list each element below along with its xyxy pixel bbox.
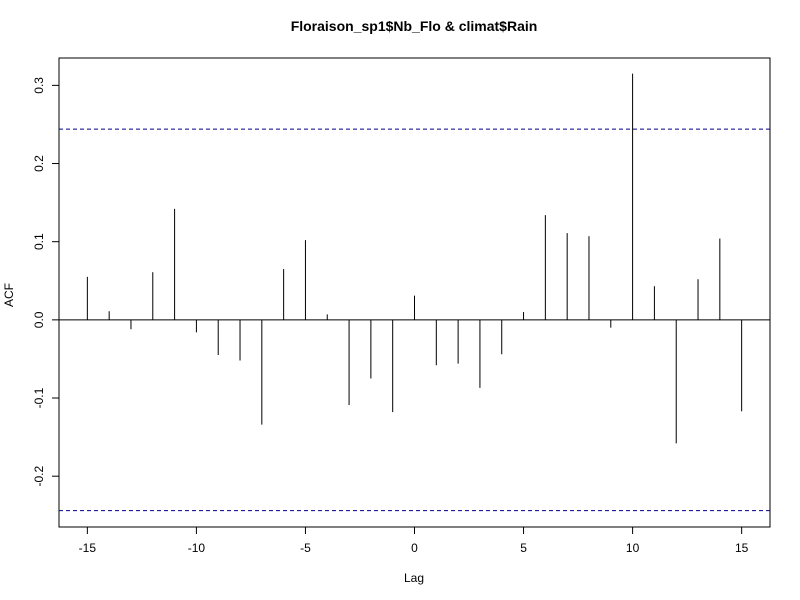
y-tick-label: 0.3 (32, 77, 46, 94)
x-tick-label: 15 (735, 541, 749, 555)
y-tick-label: 0.2 (32, 155, 46, 172)
plot-area: -15 -10 -5 0 5 10 15 -0.2 -0.1 0.0 0.1 0.2 0.3 (32, 57, 771, 555)
chart-title: Floraison_sp1$Nb_Flo & climat$Rain (291, 18, 538, 34)
y-axis-label: ACF (2, 283, 16, 307)
x-tick-label: -5 (300, 541, 311, 555)
x-tick-label: -10 (188, 541, 206, 555)
y-tick-label: 0.0 (32, 311, 46, 328)
x-axis-label: Lag (404, 571, 424, 585)
x-tick-label: 5 (520, 541, 527, 555)
x-tick-label: -15 (79, 541, 97, 555)
x-tick-label: 0 (411, 541, 418, 555)
y-tick-label: -0.2 (32, 466, 46, 487)
y-tick-label: 0.1 (32, 233, 46, 250)
x-tick-label: 10 (626, 541, 640, 555)
plot-frame (58, 57, 771, 528)
y-tick-label: -0.1 (32, 387, 46, 408)
